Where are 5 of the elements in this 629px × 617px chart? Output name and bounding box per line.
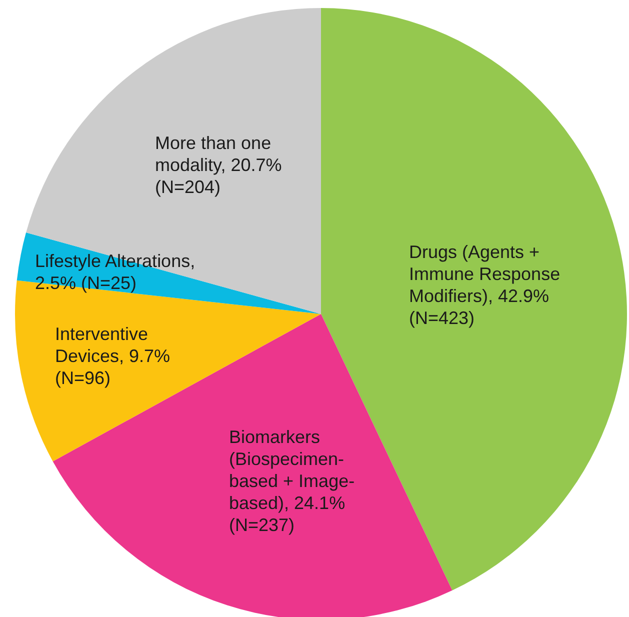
slice-label: Biomarkers (Biospecimen-based + Image-based), 24.1% (N=237) (229, 426, 356, 536)
pie-slice (26, 8, 321, 314)
slice-label: Interventive Devices, 9.7% (N=96) (55, 323, 172, 389)
slice-label: Drugs (Agents + Immune Response Modifiers), 42.9% (N=423) (409, 241, 562, 329)
slice-label: More than one modality, 20.7% (N=204) (155, 132, 283, 198)
